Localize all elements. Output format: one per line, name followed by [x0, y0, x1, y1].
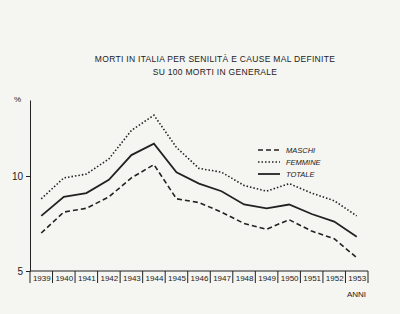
- x-tick-label: 1939: [33, 274, 51, 283]
- legend-swatch: [258, 149, 280, 151]
- x-separator: [75, 271, 76, 283]
- legend-swatch: [258, 161, 280, 163]
- title: MORTI IN ITALIA PER SENILITÀ E CAUSE MAL…: [95, 54, 335, 64]
- x-separator: [368, 271, 369, 283]
- x-tick-label: 1940: [55, 274, 73, 283]
- series-line: [41, 165, 356, 258]
- x-tick-label: 1952: [326, 274, 344, 283]
- y-tick-mark: [26, 176, 30, 177]
- legend-label: MASCHI: [286, 146, 315, 155]
- x-tick-label: 1951: [303, 274, 321, 283]
- x-tick: 1946: [191, 271, 209, 283]
- x-tick: 1952: [326, 271, 344, 283]
- x-separator: [232, 271, 233, 283]
- y-axis-title: %: [14, 95, 21, 104]
- y-axis-line: [30, 101, 31, 272]
- x-tick: 1950: [281, 271, 299, 283]
- x-tick-label: 1941: [78, 274, 96, 283]
- y-tick: 5: [17, 266, 30, 277]
- plot-area: [41, 115, 356, 258]
- y-tick-label: 5: [17, 266, 23, 277]
- x-tick-label: 1949: [258, 274, 276, 283]
- x-separator: [300, 271, 301, 283]
- x-tick: 1949: [258, 271, 276, 283]
- x-separator: [210, 271, 211, 283]
- x-axis-title: ANNI: [347, 290, 366, 299]
- x-tick: 1940: [55, 271, 73, 283]
- x-tick-label: 1953: [348, 274, 366, 283]
- x-tick: 1948: [236, 271, 254, 283]
- x-tick: 1941: [78, 271, 96, 283]
- chart: MORTI IN ITALIA PER SENILITÀ E CAUSE MAL…: [0, 0, 400, 314]
- x-separator: [187, 271, 188, 283]
- x-separator: [165, 271, 166, 283]
- series-line: [41, 115, 356, 216]
- x-separator: [97, 271, 98, 283]
- x-separator: [277, 271, 278, 283]
- x-tick: 1951: [303, 271, 321, 283]
- x-separator: [322, 271, 323, 283]
- x-separator: [120, 271, 121, 283]
- x-tick-label: 1943: [123, 274, 141, 283]
- x-separator: [52, 271, 53, 283]
- x-axis-line: [30, 271, 368, 272]
- x-separator: [142, 271, 143, 283]
- x-tick: 1947: [213, 271, 231, 283]
- x-separator: [255, 271, 256, 283]
- x-tick: 1943: [123, 271, 141, 283]
- x-tick-label: 1948: [236, 274, 254, 283]
- x-tick-label: 1947: [213, 274, 231, 283]
- legend-label: FEMMINE: [286, 158, 322, 167]
- y-tick-label: 10: [12, 171, 24, 182]
- x-tick: 1942: [100, 271, 118, 283]
- y-tick-mark: [26, 271, 30, 272]
- x-axis: 1939 1940 1941 1942 1943 1944 1945 1946 1947 1948…: [30, 271, 368, 283]
- series-line: [41, 144, 356, 237]
- x-tick: 1939: [33, 271, 51, 283]
- x-separator: [30, 271, 31, 283]
- x-tick: 1945: [168, 271, 186, 283]
- x-separators: [30, 271, 368, 283]
- x-tick-label: 1946: [191, 274, 209, 283]
- x-tick: 1953: [348, 271, 366, 283]
- x-tick-label: 1950: [281, 274, 299, 283]
- legend: MASCHI FEMMINE TOTALE: [258, 146, 322, 179]
- x-tick-label: 1945: [168, 274, 186, 283]
- y-axis: 5 10: [12, 101, 31, 277]
- x-separator: [345, 271, 346, 283]
- legend-label: TOTALE: [286, 170, 315, 179]
- x-tick-label: 1944: [146, 274, 164, 283]
- y-tick: 10: [12, 171, 30, 182]
- x-tick-label: 1942: [100, 274, 118, 283]
- legend-swatch: [258, 173, 280, 175]
- x-tick: 1944: [146, 271, 164, 283]
- subtitle: SU 100 MORTI IN GENERALE: [153, 67, 278, 77]
